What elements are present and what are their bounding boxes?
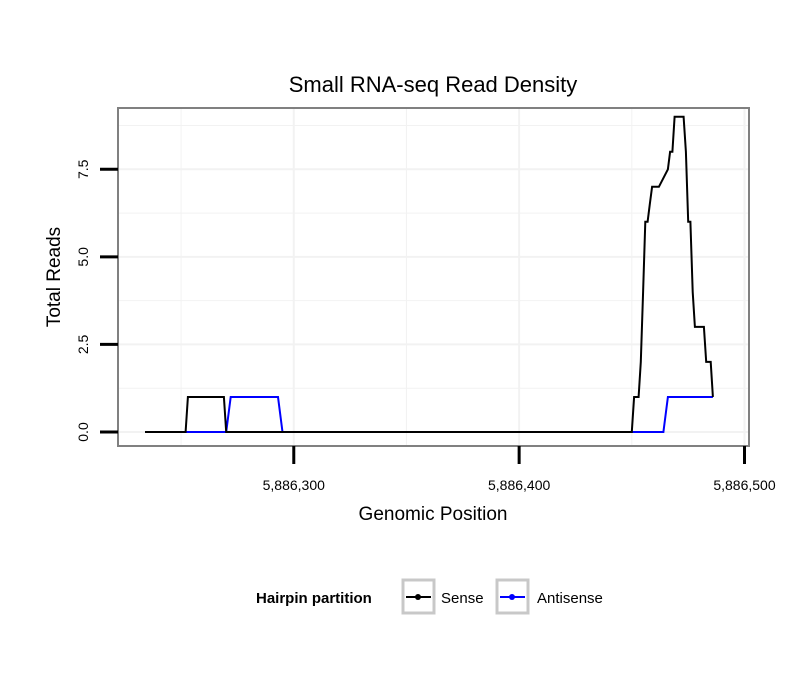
y-axis-title: Total Reads xyxy=(44,227,65,327)
y-tick-label: 2.5 xyxy=(75,334,91,354)
x-tick-label: 5,886,400 xyxy=(488,477,550,493)
y-tick-label: 5.0 xyxy=(75,247,91,267)
x-axis-title: Genomic Position xyxy=(359,504,508,525)
x-axis-ticks: 5,886,300 5,886,400 5,886,500 xyxy=(263,446,776,493)
y-tick-label: 7.5 xyxy=(75,159,91,179)
legend-label-antisense: Antisense xyxy=(537,590,603,607)
legend-point-antisense xyxy=(509,594,515,600)
y-axis-ticks: 0.0 2.5 5.0 7.5 xyxy=(75,159,118,442)
series-line-antisense xyxy=(145,396,713,433)
legend: Hairpin partition Sense Antisense xyxy=(256,578,603,615)
series-lines xyxy=(145,115,714,433)
chart-title: Small RNA-seq Read Density xyxy=(289,72,578,97)
x-tick-label: 5,886,300 xyxy=(263,477,325,493)
legend-label-sense: Sense xyxy=(441,590,484,607)
series-line-sense xyxy=(145,115,714,433)
x-tick-label: 5,886,500 xyxy=(713,477,775,493)
legend-title: Hairpin partition xyxy=(256,590,372,607)
plot-background xyxy=(118,108,749,446)
y-tick-label: 0.0 xyxy=(75,422,91,442)
legend-item-antisense: Antisense xyxy=(495,578,603,615)
legend-point-sense xyxy=(415,594,421,600)
grid-lines xyxy=(118,108,749,446)
plot-border xyxy=(117,107,750,447)
legend-item-sense: Sense xyxy=(401,578,484,615)
